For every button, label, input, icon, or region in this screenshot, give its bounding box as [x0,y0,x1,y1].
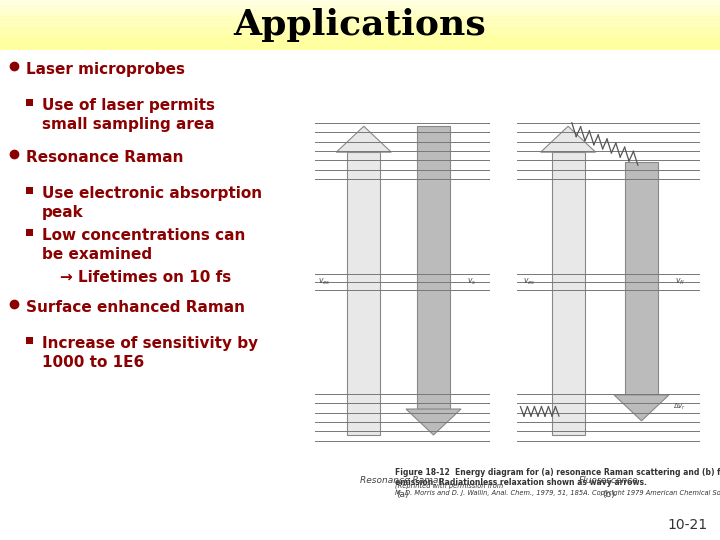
Text: Resonance Raman: Resonance Raman [360,476,444,485]
Polygon shape [336,126,391,152]
Bar [417,126,450,409]
Bar [0,25,720,28]
Bar [347,152,380,435]
Bar [0,6,720,9]
Text: $v_{es}$: $v_{es}$ [523,276,535,287]
Bar [0,1,720,4]
Text: Applications: Applications [233,8,487,42]
Bar [0,39,720,42]
Text: $v_s$: $v_s$ [467,276,476,287]
Bar [0,17,720,20]
Text: Resonance Raman: Resonance Raman [26,150,184,165]
Text: (a): (a) [396,490,408,500]
Text: → Lifetimes on 10 fs: → Lifetimes on 10 fs [60,270,231,285]
Bar [0,46,720,50]
Text: Laser microprobes: Laser microprobes [26,62,185,77]
Bar [0,36,720,38]
Text: Figure 18-12  Energy diagram for (a) resonance Raman scattering and (b) fluoresc: Figure 18-12 Energy diagram for (a) reso… [395,468,720,488]
Bar [0,30,720,33]
Bar [0,41,720,44]
Bar [0,49,720,51]
Polygon shape [541,126,595,152]
Text: Use of laser permits
small sampling area: Use of laser permits small sampling area [42,98,215,132]
Bar [0,43,720,46]
Bar [26,187,33,194]
Bar [26,337,33,344]
Text: Increase of sensitivity by
1000 to 1E6: Increase of sensitivity by 1000 to 1E6 [42,336,258,370]
Bar [26,229,33,236]
Bar [0,21,720,24]
Bar [0,3,720,5]
Bar [0,26,720,29]
Bar [0,34,720,37]
Text: (b): (b) [602,490,615,500]
Text: $v_{fl}$: $v_{fl}$ [675,276,685,287]
Bar [0,52,720,55]
Bar [0,45,720,48]
Text: Fluorescence: Fluorescence [579,476,639,485]
Text: Surface enhanced Raman: Surface enhanced Raman [26,300,245,315]
Bar [552,152,585,435]
Polygon shape [406,409,461,435]
Text: Low concentrations can
be examined: Low concentrations can be examined [42,228,246,262]
Bar [0,28,720,31]
Bar [26,99,33,106]
Text: $\Delta v_r$: $\Delta v_r$ [672,402,686,412]
Bar [0,16,720,18]
Text: Use electronic absorption
peak: Use electronic absorption peak [42,186,262,220]
Bar [0,32,720,35]
Bar [0,4,720,8]
Bar [0,50,720,53]
Text: 10-21: 10-21 [668,518,708,532]
Bar [0,10,720,13]
Bar [0,37,720,40]
Bar [625,161,658,395]
Text: $v_{es}$: $v_{es}$ [318,276,330,287]
Bar [0,8,720,11]
Bar [0,19,720,22]
Polygon shape [614,395,669,421]
Bar [0,12,720,15]
Bar [0,0,720,2]
Bar [0,23,720,26]
Text: (Reprinted with permission from
M. D. Morris and D. J. Wallin, Anal. Chem., 1979: (Reprinted with permission from M. D. Mo… [395,482,720,496]
Bar [0,14,720,17]
